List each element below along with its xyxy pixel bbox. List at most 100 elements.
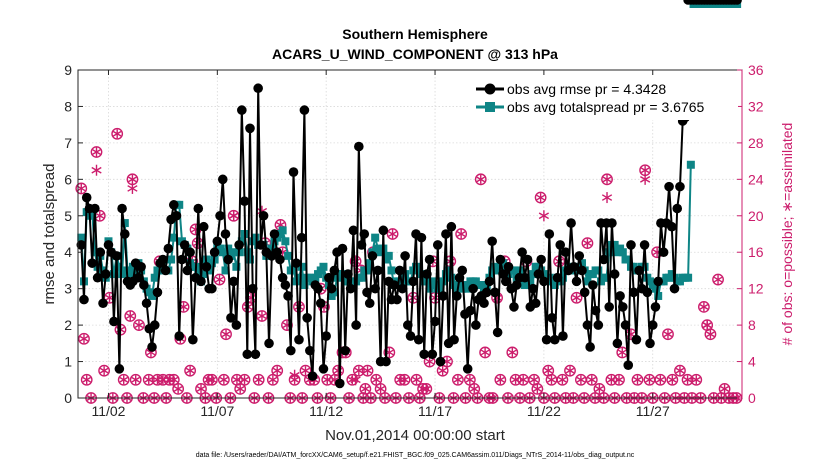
rmse-point — [653, 276, 663, 287]
x-axis-ticks: 11/02 11/07 11/12 11/17 11/22 11/27 — [91, 70, 670, 419]
rmse-point — [481, 287, 492, 298]
rmse-point — [432, 240, 443, 250]
obs-assimilated-marker — [587, 376, 597, 383]
totalspread-point — [77, 233, 86, 242]
rmse-point — [318, 364, 329, 374]
rmse-point — [536, 254, 546, 265]
rmse-point — [296, 232, 307, 243]
rmse-point — [430, 316, 440, 327]
rmse-point — [620, 320, 631, 330]
obs-possible-marker — [681, 373, 694, 386]
x-tick-label: 11/17 — [418, 403, 452, 419]
rmse-point — [354, 141, 364, 152]
obs-assimilated-marker — [547, 376, 556, 383]
y-tick-left-label: 4 — [64, 244, 72, 260]
rmse-point — [549, 334, 560, 345]
obs-assimilated-marker — [702, 321, 713, 329]
obs-possible-marker — [184, 364, 197, 377]
rmse-point — [544, 229, 555, 239]
totalspread-point — [251, 233, 260, 242]
totalspread-point — [447, 273, 456, 282]
obs-possible-marker — [90, 146, 103, 158]
obs-assimilated-marker — [173, 386, 183, 392]
totalspread-point — [109, 270, 118, 279]
rmse-point — [250, 349, 261, 360]
obs-assimilated-marker — [126, 313, 135, 319]
obs-possible-marker — [674, 364, 686, 377]
rmse-point — [305, 345, 315, 356]
rmse-point — [286, 345, 296, 356]
rmse-point — [612, 338, 623, 349]
obs-assimilated-marker — [456, 231, 466, 237]
obs-possible-marker — [220, 328, 232, 341]
obs-possible-marker — [78, 332, 90, 345]
obs-possible-marker — [321, 373, 334, 386]
rmse-point — [239, 196, 250, 206]
obs-assimilated-marker — [289, 371, 300, 379]
obs-assimilated-marker — [438, 367, 447, 374]
obs-assimilated-marker — [144, 376, 154, 383]
obs-possible-marker — [654, 373, 667, 386]
rmse-point — [468, 283, 478, 294]
rmse-point — [147, 342, 157, 352]
rmse-point — [220, 229, 231, 239]
obs-assimilated-marker — [82, 376, 91, 383]
rmse-point — [139, 280, 149, 290]
rmse-point — [487, 236, 497, 247]
rmse-point — [441, 229, 451, 239]
totalspread-point — [550, 281, 559, 290]
rmse-point — [577, 265, 587, 276]
totalspread-point — [319, 262, 328, 271]
x-tick-label: 11/02 — [91, 403, 125, 419]
rmse-point — [566, 218, 576, 228]
y-tick-left-label: 6 — [64, 171, 72, 187]
obs-possible-marker — [712, 273, 724, 286]
obs-possible-marker — [564, 364, 576, 377]
rmse-point — [193, 203, 204, 214]
totalspread-point — [558, 273, 567, 282]
obs-possible-marker — [531, 382, 544, 395]
y-tick-right-label: 36 — [748, 62, 764, 78]
rmse-point — [604, 302, 614, 312]
rmse-point — [628, 287, 639, 298]
rmse-point — [403, 320, 413, 330]
rmse-point — [626, 240, 636, 250]
rmse-point — [242, 349, 253, 360]
rmse-point — [343, 269, 353, 279]
obs-possible-marker — [556, 373, 569, 386]
rmse-point — [465, 305, 476, 316]
rmse-point — [585, 342, 595, 352]
y-tick-right-label: 32 — [748, 98, 764, 114]
rmse-point — [571, 276, 582, 287]
rmse-point — [609, 269, 620, 279]
obs-possible-marker — [494, 373, 507, 386]
rmse-point — [198, 221, 209, 232]
rmse-point — [117, 203, 127, 214]
rmse-point — [435, 356, 446, 367]
rmse-point — [552, 272, 563, 283]
rmse-point — [373, 265, 383, 276]
obs-possible-marker — [117, 373, 130, 386]
totalspread-point — [509, 266, 518, 275]
obs-assimilated-marker — [465, 376, 475, 383]
rmse-point — [579, 287, 590, 298]
obs-possible-marker — [534, 191, 547, 204]
rmse-point — [520, 272, 530, 283]
rmse-point — [370, 283, 380, 294]
totalspread-point — [529, 270, 538, 279]
obs-possible-marker — [202, 373, 215, 386]
rmse-point — [315, 298, 326, 309]
totalspread-point — [218, 248, 227, 257]
obs-assimilated-marker — [614, 376, 624, 383]
y-tick-left-label: 0 — [64, 390, 72, 406]
obs-possible-marker — [479, 346, 492, 359]
rmse-point — [79, 294, 89, 305]
rmse-point — [171, 210, 182, 221]
rmse-point — [294, 334, 304, 345]
rmse-point — [158, 254, 168, 265]
rmse-point — [642, 287, 653, 298]
rmse-point — [615, 291, 625, 301]
rmse-point — [416, 232, 427, 243]
obs-possible-marker — [662, 328, 674, 341]
rmse-point — [160, 265, 171, 276]
